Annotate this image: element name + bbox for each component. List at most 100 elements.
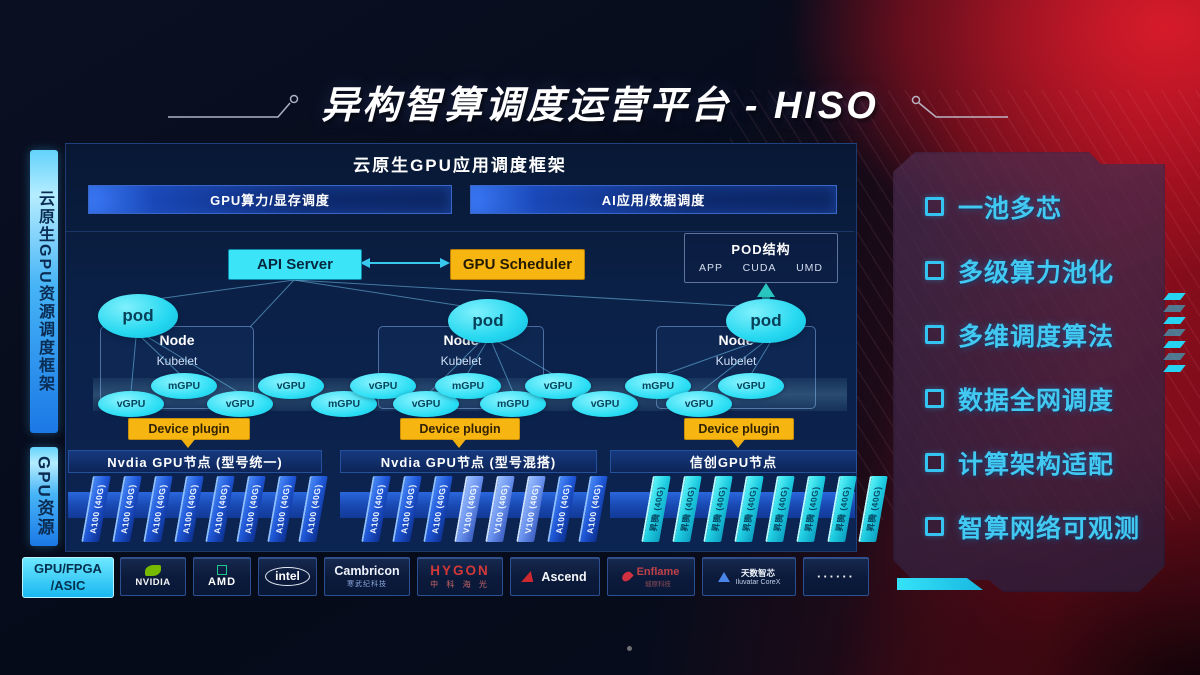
page-title: 异构智算调度运营平台 - HISO (321, 85, 879, 127)
checkbox-icon (925, 261, 944, 280)
stripe (1163, 305, 1186, 312)
iluvatar-text-stack: 天数智芯 Iluvatar CoreX (736, 567, 781, 586)
gpu-cards-row-2: A100 (40G) A100 (40G) A100 (40G) V100 (40G)… (361, 476, 608, 542)
sidebar-label-framework: 云原生GPU资源调度框架 (30, 150, 58, 433)
feature-item: 数据全网调度 (925, 382, 1140, 415)
ascend-triangle-icon (521, 571, 538, 582)
down-arrow-icon (180, 438, 196, 448)
more-vendors-box: ······ (803, 557, 869, 596)
pod-ellipse-1: pod (98, 294, 178, 338)
gpu-card: A100 (40G) (547, 476, 577, 542)
enflame-text-stack: Enflame 燧原科技 (637, 566, 680, 588)
vgpu-ellipse: vGPU (98, 391, 164, 417)
gpu-cards-row-1: A100 (40G) A100 (40G) A100 (40G) A100 (40G)… (81, 476, 328, 542)
feature-label: 计算架构适配 (958, 450, 1115, 479)
iluvatar-chinese-name: 天数智芯 (740, 568, 775, 578)
gpu-card: V100 (40G) (516, 476, 546, 542)
gpu-card-label: A100 (40G) (367, 484, 387, 534)
lead-line1: GPU/FPGA (34, 561, 102, 577)
down-arrow-icon (730, 438, 746, 448)
stripe (1163, 317, 1186, 324)
feature-label: 智算网络可观测 (958, 514, 1141, 543)
hazard-stripes-decoration (1163, 293, 1186, 372)
down-arrow-icon (451, 438, 467, 448)
gpu-fpga-asic-box: GPU/FPGA /ASIC (22, 557, 114, 598)
feature-item: 多维调度算法 (925, 318, 1140, 351)
api-server-box: API Server (228, 249, 362, 280)
device-plugin-3: Device plugin (684, 418, 794, 440)
ascend-wordmark: Ascend (541, 569, 587, 584)
vgpu-ellipse: vGPU (666, 391, 732, 417)
enflame-logo: Enflame 燧原科技 (607, 557, 695, 596)
gpu-row-header-xinchuang: 信创GPU节点 (610, 450, 857, 473)
ascend-logo: Ascend (510, 557, 600, 596)
checkbox-icon (925, 517, 944, 536)
stripe (1163, 353, 1186, 360)
vgpu-ellipse: vGPU (350, 373, 416, 399)
nvidia-eye-icon (145, 565, 161, 576)
kubelet-label: Kubelet (715, 354, 757, 368)
gpu-row-header-uniform: Nvdia GPU节点 (型号统一) (68, 450, 322, 473)
stripe (1163, 341, 1186, 348)
stripe (1163, 365, 1186, 372)
feature-label: 多维调度算法 (958, 322, 1115, 351)
iluvatar-logo: 天数智芯 Iluvatar CoreX (702, 557, 796, 596)
iluvatar-triangle-icon (717, 571, 730, 582)
pod-structure-title: POD结构 (731, 242, 791, 257)
feature-item: 计算架构适配 (925, 446, 1140, 479)
feature-item: 一池多芯 (925, 190, 1140, 223)
features-list: 一池多芯多级算力池化 多维调度算法数据全网调度计算架构适配 智算网络可观测 (925, 190, 1140, 543)
intel-wordmark: intel (265, 567, 310, 586)
gpu-card: 昇腾 (40G) (827, 476, 857, 542)
pod-structure-box: POD结构 APP CUDA UMD (684, 233, 838, 283)
cambricon-wordmark: Cambricon (334, 564, 400, 578)
gpu-card-label: A100 (40G) (398, 484, 418, 534)
gpu-card-label: A100 (40G) (429, 484, 449, 534)
pod-ellipse-3: pod (726, 299, 806, 343)
ellipsis-label: ······ (817, 569, 855, 584)
amd-logo: AMD (193, 557, 251, 596)
gpu-card-label: 昇腾 (40G) (648, 486, 666, 532)
gpu-row-header-mixed: Nvdia GPU节点 (型号混搭) (340, 450, 597, 473)
mgpu-ellipse: mGPU (151, 373, 217, 399)
gpu-card: V100 (40G) (454, 476, 484, 542)
cyan-accent-strip (897, 578, 983, 590)
gpu-card-label: V100 (40G) (522, 484, 542, 534)
feature-item: 多级算力池化 (925, 254, 1140, 287)
checkbox-icon (925, 325, 944, 344)
gpu-card: A100 (40G) (423, 476, 453, 542)
gpu-card-label: A100 (40G) (180, 484, 200, 534)
gpu-card-label: 昇腾 (40G) (679, 486, 697, 532)
checkbox-icon (925, 197, 944, 216)
device-plugin-2: Device plugin (400, 418, 520, 440)
hygon-logo: HYGON 中 科 海 光 (417, 557, 503, 596)
cambricon-logo: Cambricon 寒武纪科技 (324, 557, 410, 596)
device-plugin-1: Device plugin (128, 418, 250, 440)
framework-title: 云原生GPU应用调度框架 (353, 156, 567, 175)
hygon-chinese-name: 中 科 海 光 (430, 580, 490, 589)
lead-line2: /ASIC (50, 577, 86, 593)
gpu-card: A100 (40G) (236, 476, 266, 542)
sidebar-label-gpu-resource: GPU资源 (30, 447, 58, 546)
gpu-card-label: V100 (40G) (491, 484, 511, 534)
cambricon-chinese-name: 寒武纪科技 (347, 581, 387, 588)
gpu-card-label: V100 (40G) (460, 484, 480, 534)
gpu-card: 昇腾 (40G) (796, 476, 826, 542)
gpu-card-label: 昇腾 (40G) (834, 486, 852, 532)
checkbox-icon (925, 453, 944, 472)
vgpu-ellipse: vGPU (718, 373, 784, 399)
gpu-card-label: 昇腾 (40G) (741, 486, 759, 532)
feature-label: 多级算力池化 (958, 258, 1115, 287)
gpu-card: 昇腾 (40G) (672, 476, 702, 542)
pod-layer-app: APP (699, 262, 724, 274)
gpu-card: 昇腾 (40G) (765, 476, 795, 542)
vgpu-ellipse: vGPU (572, 391, 638, 417)
gpu-card-label: A100 (40G) (273, 484, 293, 534)
gpu-card-label: A100 (40G) (584, 484, 604, 534)
gpu-card-label: A100 (40G) (211, 484, 231, 534)
pod-layer-umd: UMD (796, 262, 823, 274)
gpu-card-label: A100 (40G) (87, 484, 107, 534)
gpu-card: 昇腾 (40G) (703, 476, 733, 542)
iluvatar-wordmark: Iluvatar CoreX (735, 579, 781, 586)
